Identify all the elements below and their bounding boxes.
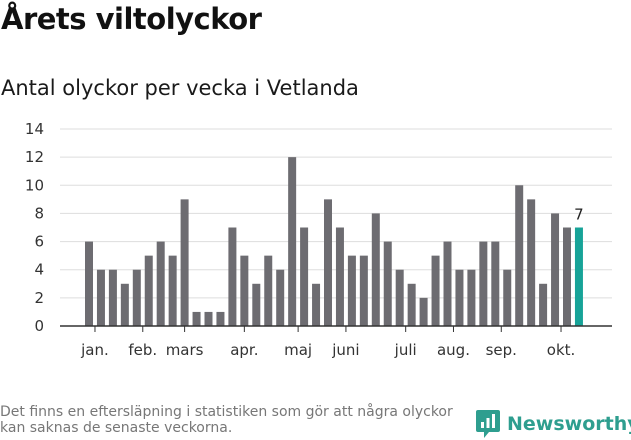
x-tick-label: jan. <box>80 341 109 359</box>
y-tick-label: 8 <box>34 204 44 222</box>
bar <box>132 269 141 326</box>
bar <box>335 227 344 326</box>
bar <box>443 241 452 326</box>
data-label: 7 <box>574 206 584 224</box>
bar <box>144 255 153 326</box>
bar <box>300 227 309 326</box>
bar <box>108 269 117 326</box>
bar <box>276 269 285 326</box>
bar <box>96 269 105 326</box>
bar <box>120 283 129 326</box>
bar <box>383 241 392 326</box>
y-tick-label: 6 <box>34 233 44 251</box>
bar <box>419 297 428 326</box>
y-tick-label: 14 <box>25 120 44 138</box>
x-tick-label: mars <box>166 341 204 359</box>
bar <box>288 157 297 326</box>
bar <box>371 213 380 326</box>
bar <box>240 255 249 326</box>
bar <box>228 227 237 326</box>
y-tick-label: 12 <box>25 148 44 166</box>
x-tick-label: juni <box>331 341 359 359</box>
bar <box>156 241 165 326</box>
bar <box>431 255 440 326</box>
bar <box>551 213 560 326</box>
chart-title: Årets viltolyckor <box>1 2 262 36</box>
x-tick-label: okt. <box>547 341 576 359</box>
bar <box>479 241 488 326</box>
bar <box>85 241 93 326</box>
brand-name: Newsworthy <box>507 413 631 435</box>
y-tick-label: 10 <box>25 176 44 194</box>
bar <box>180 199 189 326</box>
bar <box>515 185 524 326</box>
x-tick-label: aug. <box>437 341 470 359</box>
bar <box>204 311 213 326</box>
bar <box>563 227 571 326</box>
bar <box>192 311 201 326</box>
bar <box>216 311 225 326</box>
newsworthy-logo-icon <box>476 410 500 438</box>
bar <box>407 283 416 326</box>
y-tick-label: 4 <box>34 261 44 279</box>
bar <box>168 255 177 326</box>
bar <box>467 269 476 326</box>
bar <box>324 199 332 326</box>
footnote: Det finns en eftersläpning i statistiken… <box>0 404 453 436</box>
bar <box>264 255 273 326</box>
chart-subtitle: Antal olyckor per vecka i Vetlanda <box>1 76 359 100</box>
bar <box>491 241 500 326</box>
bar <box>347 255 356 326</box>
highlight-bar <box>574 227 583 326</box>
bar <box>527 199 536 326</box>
bar <box>455 269 464 326</box>
bar <box>503 269 512 326</box>
bar <box>395 269 404 326</box>
y-tick-label: 0 <box>34 317 44 335</box>
x-tick-label: sep. <box>486 341 517 359</box>
bar <box>539 283 548 326</box>
bar <box>312 283 321 326</box>
x-tick-label: juli <box>394 341 417 359</box>
bar-chart: 0 2 4 6 8 10 12 14 jan. feb. mars apr. maj juni juli au… <box>25 120 612 359</box>
y-tick-label: 2 <box>34 289 44 307</box>
bar <box>359 255 368 326</box>
x-tick-label: maj <box>284 341 312 359</box>
x-tick-label: feb. <box>128 341 157 359</box>
x-tick-label: apr. <box>230 341 258 359</box>
bar <box>252 283 261 326</box>
brand-logo: Newsworthy <box>475 408 631 440</box>
